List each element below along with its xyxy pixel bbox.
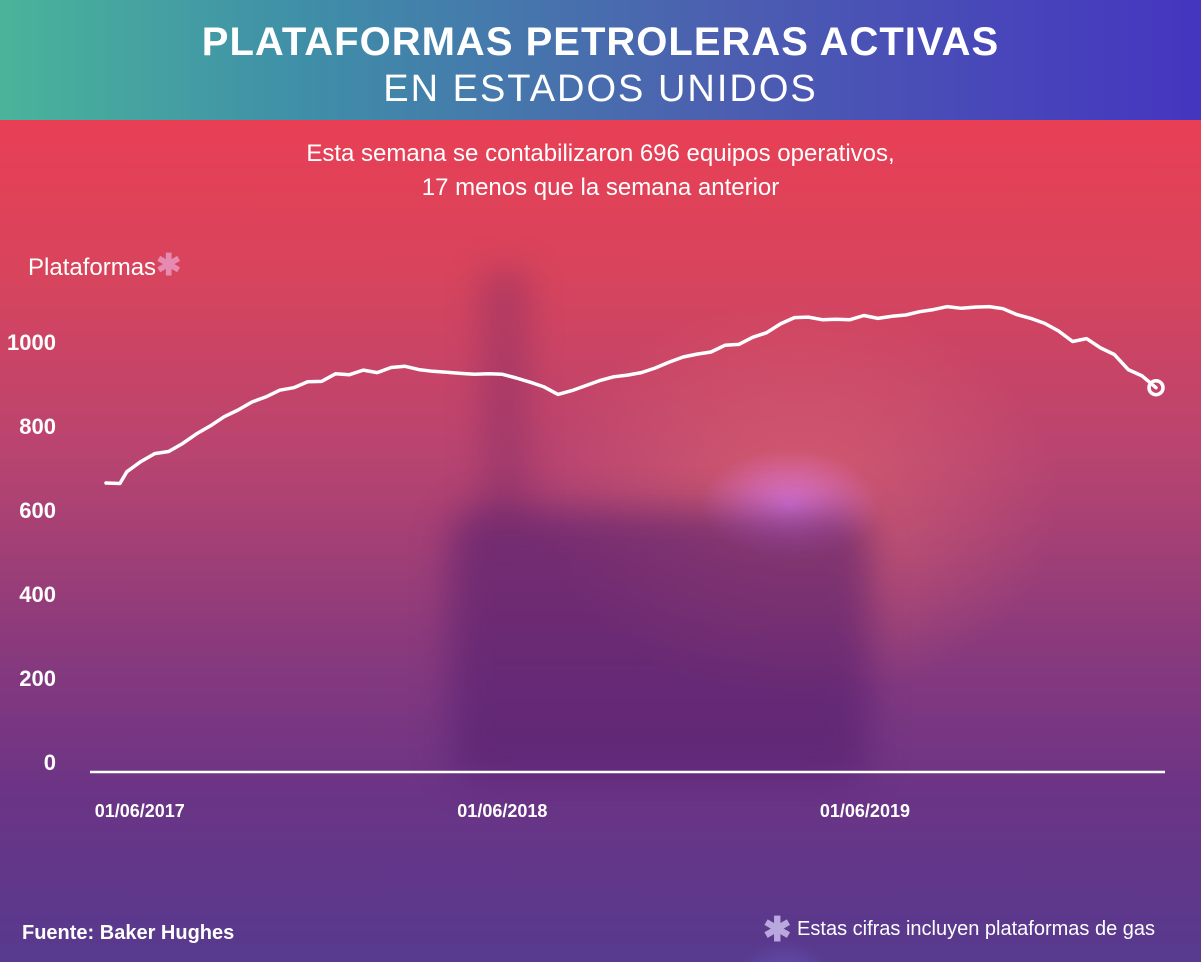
y-tick-label: 400 (19, 582, 56, 607)
y-axis-title-text: Plataformas (28, 254, 157, 281)
asterisk-icon: ✱ (762, 911, 792, 949)
y-tick-label: 0 (44, 750, 56, 775)
y-tick-label: 800 (19, 414, 56, 439)
last-point-marker (1147, 378, 1165, 397)
y-tick-label: 200 (19, 666, 56, 691)
page-subtitle: EN ESTADOS UNIDOS (383, 68, 818, 110)
x-tick-label: 01/06/2019 (820, 801, 910, 821)
series-line (104, 304, 1158, 486)
x-tick-label: 01/06/2017 (95, 801, 185, 821)
rig-silhouette-tower (480, 270, 530, 530)
y-axis-title: Plataformas✱ (28, 248, 181, 283)
rig-silhouette (450, 510, 870, 780)
x-tick-label: 01/06/2018 (457, 801, 547, 821)
asterisk-icon: ✱ (156, 249, 182, 282)
summary-line-2: 17 menos que la semana anterior (421, 174, 780, 201)
summary-line-1: Esta semana se contabilizaron 696 equipo… (306, 140, 895, 167)
source-credit: Fuente: Baker Hughes (22, 922, 235, 944)
header-banner: PLATAFORMAS PETROLERAS ACTIVAS EN ESTADO… (0, 0, 1201, 120)
y-tick-label: 600 (19, 498, 56, 523)
page-title: PLATAFORMAS PETROLERAS ACTIVAS (201, 20, 1000, 64)
footnote-text: Estas cifras incluyen plataformas de gas (797, 918, 1155, 940)
y-tick-label: 1000 (7, 330, 56, 355)
footnote: ✱ Estas cifras incluyen plataformas de g… (763, 910, 1155, 950)
